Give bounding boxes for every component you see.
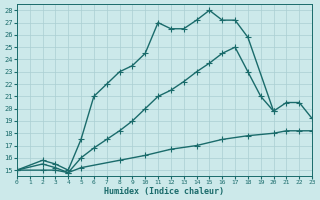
X-axis label: Humidex (Indice chaleur): Humidex (Indice chaleur) <box>104 187 224 196</box>
